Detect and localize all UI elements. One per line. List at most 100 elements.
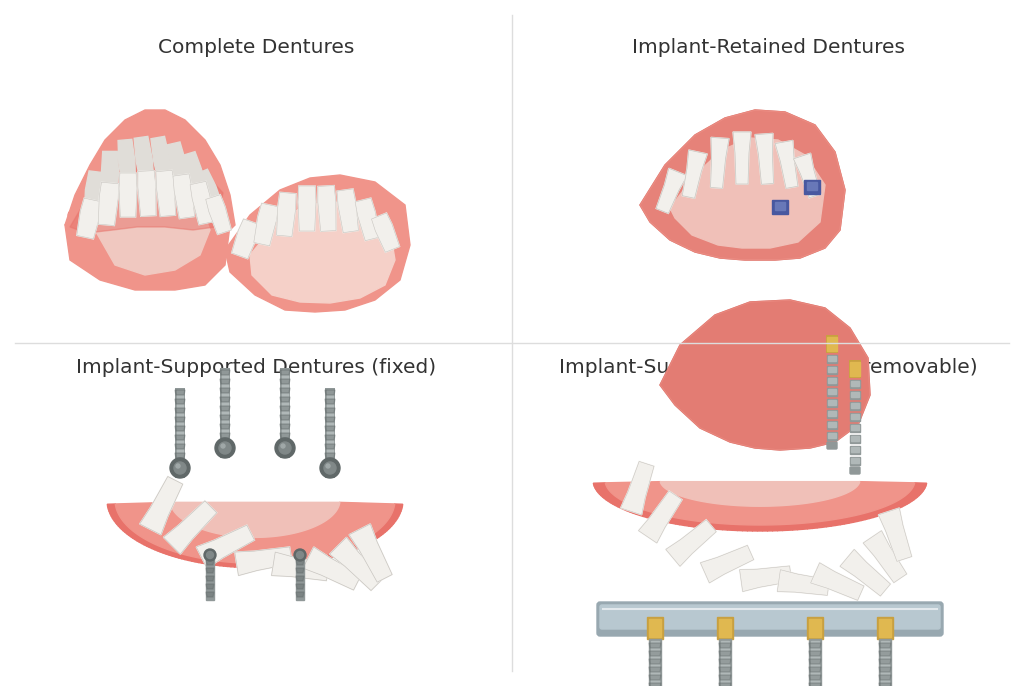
Bar <box>850 380 860 388</box>
Bar <box>827 421 837 429</box>
Polygon shape <box>636 510 648 515</box>
Polygon shape <box>879 675 891 680</box>
Bar <box>850 435 860 443</box>
Polygon shape <box>109 510 118 512</box>
Polygon shape <box>879 643 891 648</box>
Polygon shape <box>606 497 618 501</box>
Polygon shape <box>302 559 308 564</box>
Polygon shape <box>120 525 129 529</box>
Bar <box>877 617 893 639</box>
Bar <box>826 335 838 353</box>
Polygon shape <box>887 505 900 509</box>
Polygon shape <box>230 563 236 567</box>
Polygon shape <box>267 563 271 567</box>
Polygon shape <box>166 550 173 555</box>
Polygon shape <box>772 525 778 531</box>
Polygon shape <box>675 519 685 525</box>
Polygon shape <box>141 541 150 545</box>
Polygon shape <box>98 182 119 226</box>
Bar <box>809 619 821 637</box>
Polygon shape <box>911 488 924 491</box>
Polygon shape <box>727 524 734 530</box>
Polygon shape <box>605 482 914 525</box>
Bar <box>851 403 859 408</box>
Polygon shape <box>199 558 205 563</box>
Polygon shape <box>904 495 918 498</box>
Text: Implant-Supported Dentures (removable): Implant-Supported Dentures (removable) <box>559 358 977 377</box>
Polygon shape <box>702 522 712 528</box>
FancyBboxPatch shape <box>600 605 940 629</box>
Polygon shape <box>649 667 662 672</box>
Polygon shape <box>599 493 612 495</box>
Polygon shape <box>854 514 865 521</box>
Polygon shape <box>593 483 605 485</box>
Polygon shape <box>800 523 808 530</box>
Polygon shape <box>688 521 698 527</box>
Bar <box>851 414 859 419</box>
Polygon shape <box>649 675 662 680</box>
Polygon shape <box>879 508 891 513</box>
Bar <box>828 378 836 383</box>
Polygon shape <box>108 507 117 510</box>
Text: Implant-Retained Dentures: Implant-Retained Dentures <box>632 38 904 57</box>
Polygon shape <box>206 195 231 235</box>
Polygon shape <box>212 560 218 565</box>
Polygon shape <box>813 522 822 528</box>
Polygon shape <box>167 142 188 178</box>
Polygon shape <box>108 504 116 506</box>
Polygon shape <box>164 501 217 554</box>
Bar <box>827 355 837 363</box>
Polygon shape <box>195 558 202 563</box>
Polygon shape <box>809 675 821 680</box>
Polygon shape <box>615 502 628 507</box>
Bar <box>828 389 836 394</box>
Polygon shape <box>206 584 214 589</box>
Polygon shape <box>809 659 821 664</box>
Polygon shape <box>331 552 338 557</box>
Polygon shape <box>152 545 160 549</box>
Polygon shape <box>362 539 371 543</box>
Bar <box>827 337 837 351</box>
Polygon shape <box>386 521 394 524</box>
Polygon shape <box>884 506 897 510</box>
Polygon shape <box>748 525 753 531</box>
Bar <box>775 202 785 210</box>
Bar <box>851 425 859 430</box>
Polygon shape <box>840 549 891 596</box>
Polygon shape <box>119 173 137 217</box>
Polygon shape <box>132 536 141 539</box>
Polygon shape <box>271 552 329 581</box>
Polygon shape <box>758 525 763 531</box>
Polygon shape <box>868 511 881 517</box>
Polygon shape <box>170 502 340 537</box>
Polygon shape <box>372 213 399 252</box>
Circle shape <box>294 549 306 561</box>
Polygon shape <box>182 152 205 187</box>
Polygon shape <box>654 514 666 521</box>
Polygon shape <box>907 493 921 495</box>
Bar <box>721 641 729 686</box>
Polygon shape <box>175 435 185 440</box>
Polygon shape <box>879 683 891 686</box>
Polygon shape <box>178 554 185 558</box>
Polygon shape <box>202 559 208 564</box>
Polygon shape <box>660 300 870 450</box>
Polygon shape <box>640 110 845 260</box>
Polygon shape <box>822 521 831 527</box>
Polygon shape <box>594 486 607 488</box>
Bar <box>827 432 837 440</box>
Polygon shape <box>598 491 611 494</box>
Polygon shape <box>660 482 860 506</box>
Polygon shape <box>160 549 168 553</box>
Polygon shape <box>298 186 316 231</box>
Polygon shape <box>682 150 708 198</box>
Polygon shape <box>843 517 853 523</box>
Bar <box>828 400 836 405</box>
Polygon shape <box>110 512 118 514</box>
Polygon shape <box>130 534 139 538</box>
Circle shape <box>326 464 330 468</box>
Polygon shape <box>246 563 250 567</box>
Polygon shape <box>206 568 214 573</box>
Polygon shape <box>345 547 353 552</box>
Polygon shape <box>711 137 729 188</box>
